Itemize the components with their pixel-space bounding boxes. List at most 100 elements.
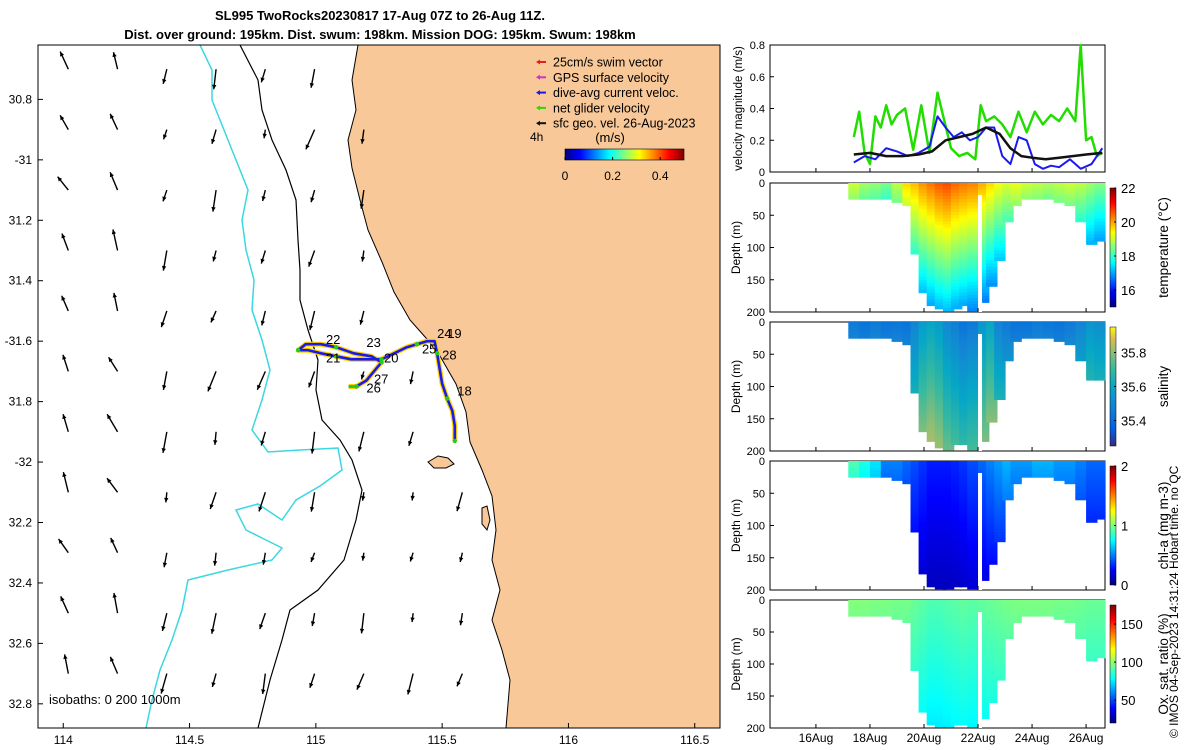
heatmap-cell [986, 392, 998, 397]
track-point [379, 357, 384, 362]
heatmap-cell [934, 334, 947, 339]
heatmap-cell [942, 644, 955, 649]
heatmap-cell [1094, 512, 1106, 517]
heatmap-cell [951, 667, 963, 671]
sfc-velocity-arrow [110, 537, 119, 554]
map-x-tick-label: 114 [54, 733, 73, 747]
isobaths-label: isobaths: 0 200 1000m [49, 692, 181, 707]
heatmap-cell [959, 231, 971, 236]
heatmap-cell [1094, 344, 1106, 349]
heatmap-cell [918, 483, 930, 488]
heatmap-cell [942, 208, 955, 213]
heatmap-cell [959, 522, 971, 527]
heatmap-cell [926, 561, 939, 565]
heatmap-colorbar [1109, 187, 1117, 308]
heatmap-cell [959, 399, 971, 404]
heatmap-cell [926, 490, 939, 494]
heatmap-cell [978, 573, 990, 578]
heatmap-cell [934, 622, 947, 626]
heatmap-cell [986, 186, 998, 190]
sfc-geo-velocity-arrows [57, 51, 464, 695]
heatmap-cell [978, 231, 990, 236]
heatmap-cell [942, 202, 955, 206]
heatmap-cell [978, 525, 990, 530]
heatmap-cell [986, 638, 998, 643]
heatmap-cell [967, 518, 979, 523]
heatmap-cell [967, 473, 979, 478]
heatmap-cell [880, 334, 893, 339]
heatmap-cell [926, 325, 939, 329]
heatmap-cell [1002, 486, 1014, 491]
heatmap-cell [978, 425, 990, 429]
heatmap-cell [918, 686, 930, 691]
heatmap-cell [978, 557, 990, 562]
heatmap-cell [959, 192, 971, 197]
heatmap-cell [951, 535, 963, 539]
heatmap-cell [859, 600, 871, 604]
heatmap-cell [934, 415, 947, 420]
heatmap-cell [926, 334, 939, 339]
heatmap-cell [951, 577, 963, 581]
heatmap-cell [926, 434, 939, 439]
heatmap-cell [918, 383, 930, 388]
heatmap-cell [910, 363, 922, 368]
heatmap-cell [1075, 218, 1087, 223]
heatmap-cell [967, 278, 979, 283]
heatmap-cell [1010, 612, 1022, 617]
heatmap-cell [926, 477, 939, 481]
heatmap-cell [1002, 357, 1014, 362]
heatmap-cell [967, 717, 979, 721]
heatmap-cell [918, 522, 930, 527]
heatmap-cell [910, 609, 922, 614]
heatmap-cell [918, 699, 930, 703]
heatmap-cell [951, 250, 963, 255]
heatmap-cell [978, 506, 990, 510]
heatmap-cell [910, 509, 922, 514]
heatmap-cell [926, 705, 939, 710]
heatmap-cell [1002, 632, 1014, 636]
track-point [414, 341, 420, 347]
heatmap-cell [926, 250, 939, 255]
heatmap-cell [934, 409, 947, 413]
heatmap-cell [918, 376, 930, 381]
heatmap-cell [942, 547, 955, 551]
heatmap-cell [1075, 334, 1087, 339]
heatmap-cell [1042, 325, 1055, 329]
heatmap-cell [1053, 325, 1066, 329]
sfc-velocity-arrow [162, 371, 168, 390]
heatmap-cell [978, 399, 990, 404]
heatmap-cell [994, 376, 1006, 381]
heatmap-cell [942, 464, 955, 468]
heatmap-cell [978, 199, 990, 203]
heatmap-cell [918, 360, 930, 365]
heatmap-cell [1053, 322, 1066, 326]
heatmap-cell [902, 189, 914, 194]
heatmap-cell [959, 708, 971, 713]
heatmap-cell [934, 569, 947, 574]
heatmap-cell [934, 508, 947, 513]
heatmap-cell [1042, 606, 1055, 611]
heatmap-cell [926, 263, 939, 268]
heatmap-cell [978, 389, 990, 394]
heatmap-cell [978, 708, 990, 713]
heatmap-cell [1086, 189, 1098, 194]
heatmap-cell [978, 570, 990, 575]
heatmap-cell [978, 657, 990, 662]
heatmap-cell [994, 648, 1006, 652]
heatmap-cell [994, 467, 1006, 472]
heatmap-cell [1002, 199, 1014, 203]
heatmap-cell [934, 688, 947, 693]
map-x-tick-label: 114.5 [175, 733, 204, 747]
heatmap-cell [934, 638, 947, 642]
heatmap-cell [1053, 612, 1066, 617]
heatmap-cell [918, 418, 930, 423]
heatmap-cell [918, 215, 930, 220]
heatmap-cell [1002, 490, 1014, 494]
heatmap-cell [951, 718, 963, 723]
heatmap-cell [942, 373, 955, 377]
heatmap-cell [918, 425, 930, 429]
colorbar-tick-label: 100 [1121, 655, 1143, 670]
sfc-velocity-arrow [109, 171, 119, 191]
heatmap-cell [967, 379, 979, 384]
heatmap-cell [978, 625, 990, 630]
